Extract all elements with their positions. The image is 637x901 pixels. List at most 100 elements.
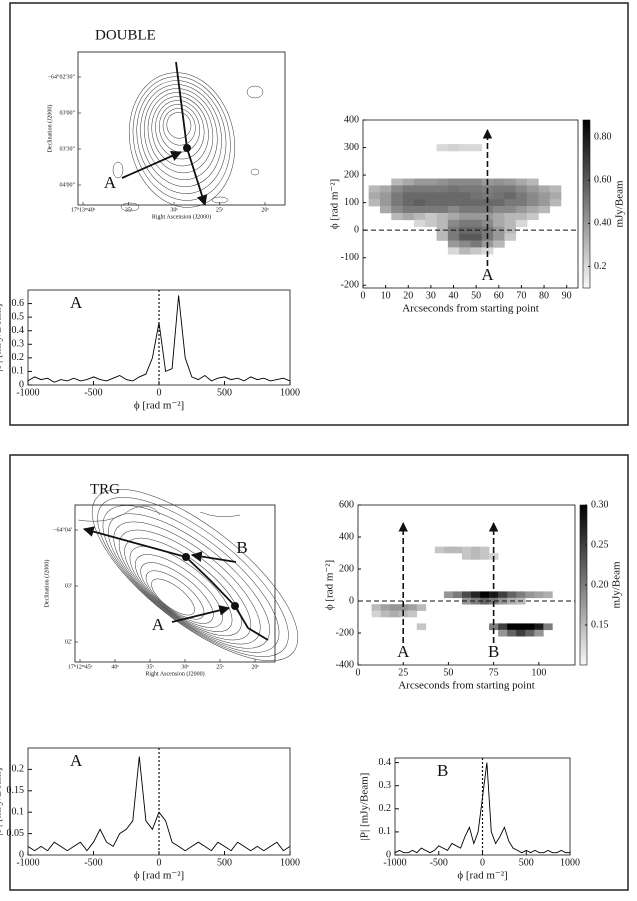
y-tick-label: 0 [354,224,359,235]
heat-cell [402,192,415,200]
heat-cell [504,219,517,228]
heat-cell [549,199,562,207]
contour [112,161,124,179]
contour [108,513,270,649]
heat-cell [525,629,535,637]
heat-cell [368,199,381,207]
heat-cell [538,206,551,214]
x-tick-label: 30ˢ [181,664,189,670]
heat-cell [368,185,381,193]
heat-cell [425,185,437,193]
panel-frame [9,2,629,426]
x-axis-label: ϕ [rad m⁻²] [134,870,184,882]
heat-cell [525,591,535,599]
pointer-arrow [190,551,237,563]
heat-cell [436,206,449,214]
heat-cell [461,553,472,560]
x-tick-label: 20ˢ [251,664,259,670]
heat-cell [470,212,483,221]
heat-cell [470,240,483,248]
point-marker [183,144,191,152]
heat-cell [379,185,392,193]
x-axis-label: Arcseconds from starting point [398,680,535,692]
contour [166,112,192,139]
heat-cell [379,206,392,214]
heat-cell [459,240,471,248]
heat-cell [470,192,483,200]
heat-cell [436,185,449,193]
contour [140,84,222,187]
panel-frame [9,454,629,891]
heat-cell [516,629,526,637]
y-tick-label: 0 [19,849,24,860]
x-tick-label: 17ʰ13ᵐ40ˢ [71,207,96,213]
heat-cell [470,219,483,228]
x-tick-label: 0 [480,857,485,868]
y-tick-label: 0.1 [12,806,25,817]
x-tick-label: -1000 [16,387,39,398]
y-tick-label: 03'30" [59,146,75,152]
heat-cell [507,591,517,599]
colorbar-label: mJy/Beam [611,561,623,608]
y-tick-label: 200 [339,563,354,574]
heat-cell [389,610,399,618]
y-tick-label: 03'00" [59,110,75,116]
heat-cell [452,546,463,554]
heat-cell [380,610,390,618]
heat-cell [493,178,505,186]
heat-cell [515,219,528,228]
heat-cell [416,623,427,631]
heat-cell [459,192,471,200]
heat-cell [413,199,426,207]
y-axis-label: ϕ [rad m⁻²] [329,179,341,229]
heat-cell [481,192,494,200]
x-tick-label: 1000 [560,857,580,868]
heat-cell [504,178,517,186]
y-tick-label: 0.15 [7,785,25,796]
heat-cell [447,240,460,248]
y-tick-label: 04'00" [59,182,75,188]
x-tick-label: 100 [531,667,546,678]
heat-cell [459,199,471,207]
y-tick-label: −64°04' [53,526,72,533]
x-tick-label: 35ˢ [146,664,154,670]
heat-cell [515,199,528,207]
heat-cell [402,212,415,221]
heat-cell [470,178,483,186]
heat-cell [493,219,505,228]
x-tick-label: 17ʰ12ᵐ45ˢ [68,664,93,670]
x-tick-label: 60 [494,290,504,301]
heat-cell [371,604,381,611]
heat-cell [413,219,426,228]
y-axis-label: |P| [mJy/Beam] [0,768,4,836]
contour [135,554,223,628]
heat-cell [407,604,418,611]
contour [136,80,227,194]
x-tick-label: 25ˢ [216,207,224,213]
heat-cell [470,206,483,214]
contour [97,497,289,657]
heat-cell [538,185,551,193]
y-tick-label: 0.05 [7,828,25,839]
heat-cell [515,212,528,221]
y-tick-label: -200 [341,280,359,291]
y-tick-label: 0.1 [12,366,25,377]
heat-cell [498,629,508,637]
heat-cell [534,623,544,631]
panel-annotation: A [70,751,83,770]
x-tick-label: 50 [471,290,481,301]
x-tick-label: -500 [84,387,102,398]
contour [162,108,196,146]
heat-cell [425,192,437,200]
heat-cell [470,247,483,255]
y-tick-label: 0.2 [12,352,25,363]
heat-cell [447,178,460,186]
y-tick-label: 03' [65,583,72,589]
x-axis-label: ϕ [rad m⁻²] [134,400,184,412]
heat-cell [534,629,544,637]
heat-cell [470,233,483,241]
heat-cell [459,233,471,241]
heat-cell [443,546,454,554]
y-tick-label: 400 [344,114,359,125]
